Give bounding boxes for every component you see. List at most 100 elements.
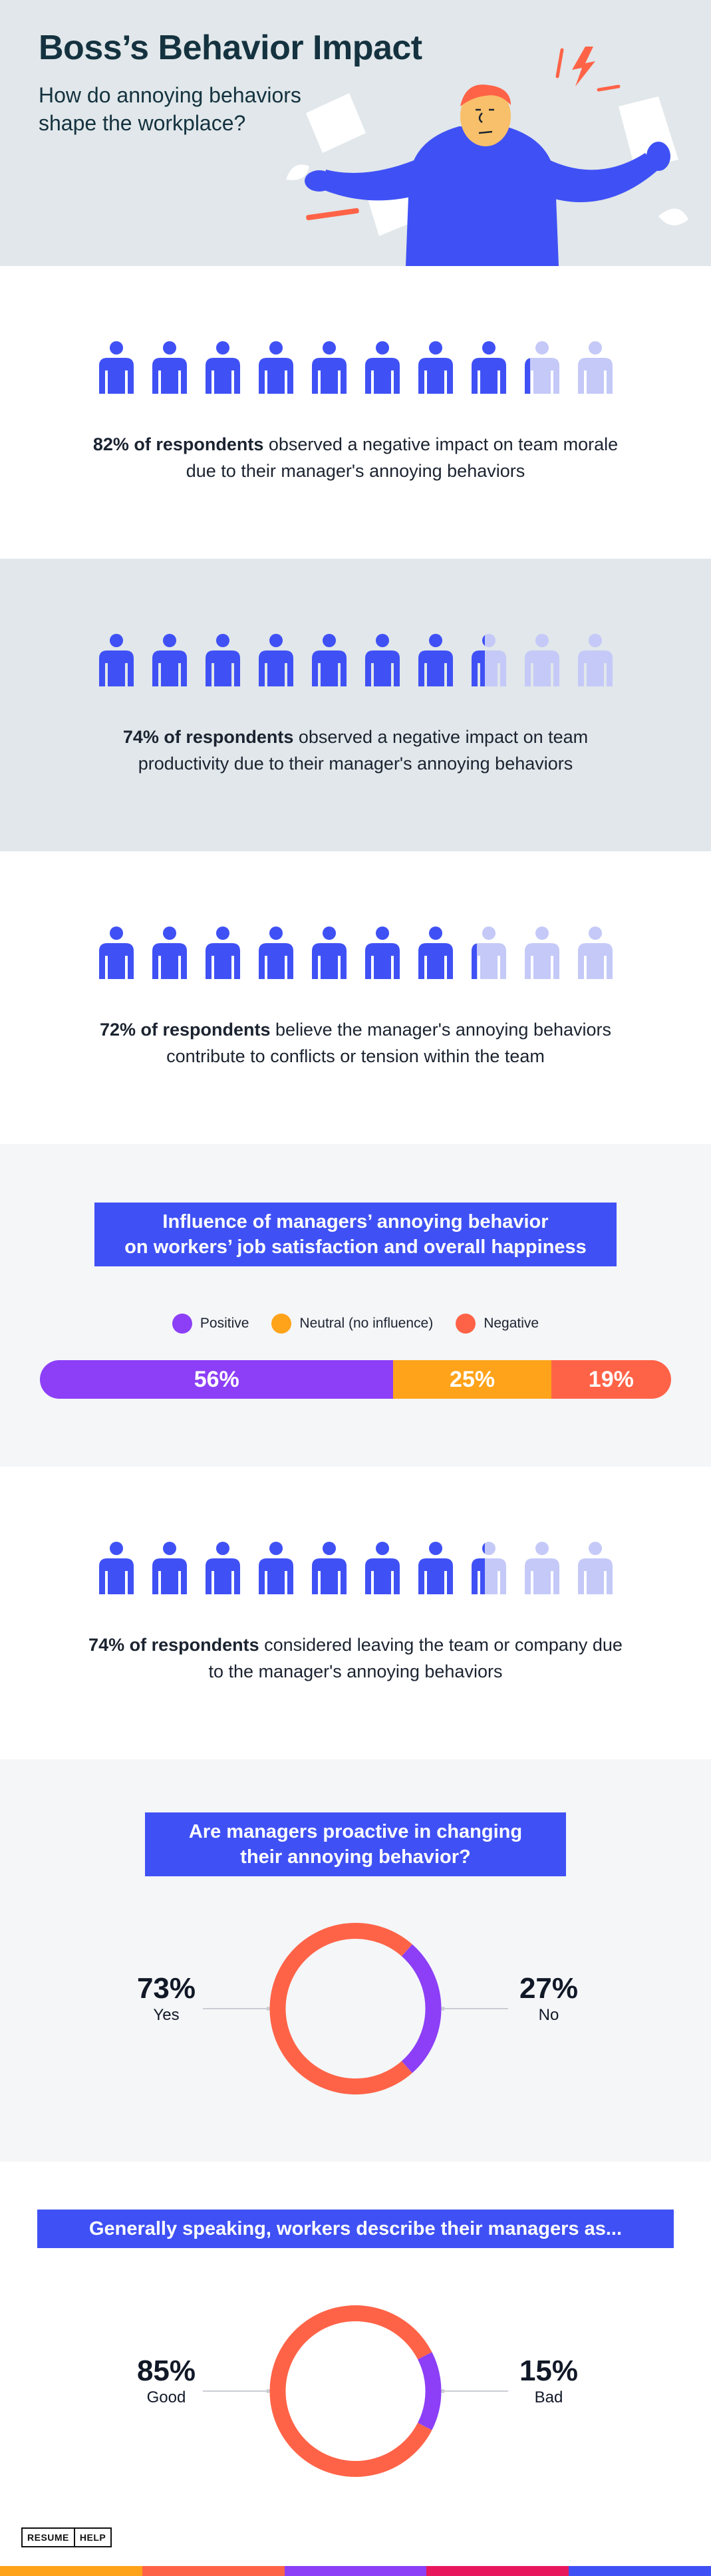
chart-title-line: Influence of managers’ annoying behavior [162, 1211, 549, 1232]
person-icon [418, 1542, 453, 1594]
person-icon [364, 634, 400, 686]
pencil-icon [306, 208, 359, 221]
leader-dot [441, 2389, 445, 2393]
header: Boss’s Behavior Impact How do annoying b… [0, 0, 711, 266]
page-subtitle: How do annoying behaviors shape the work… [39, 83, 301, 135]
leaf-icon [658, 208, 688, 225]
person-icon [98, 1542, 134, 1594]
chart-legend: Positive Neutral (no influence) Negative [0, 1314, 711, 1334]
leader-dot [266, 2389, 270, 2393]
person-icon [524, 634, 559, 686]
legend-label: Positive [200, 1316, 249, 1331]
chart-title-line: their annoying behavior? [240, 1846, 471, 1868]
stat-highlight: 74% of respondents [122, 727, 294, 747]
leader-dot [441, 2007, 445, 2011]
donut-percent: 73% [136, 1972, 196, 2005]
person-icon [205, 1542, 240, 1594]
person-icon [471, 341, 506, 394]
frustrated-boss-illustration [286, 47, 688, 266]
stat-highlight: 74% of respondents [88, 1635, 259, 1655]
person-icon [205, 341, 240, 394]
bar-label: 56% [194, 1366, 239, 1392]
person-icon [152, 1542, 187, 1594]
person-icon [471, 634, 506, 686]
legend-swatch [456, 1314, 476, 1334]
person-icon [98, 927, 134, 979]
person-icon [205, 927, 240, 979]
donut-category: Bad [534, 2388, 563, 2406]
stripe-segment [284, 2566, 428, 2576]
people-row [0, 633, 711, 686]
person-icon [524, 341, 559, 394]
stat-highlight: 82% of respondents [92, 434, 264, 454]
donut-label-bad: 15% Bad [502, 2355, 595, 2408]
chart-title-line: Are managers proactive in changing [188, 1821, 523, 1842]
people-row [0, 926, 711, 979]
chart-title: Are managers proactive in changing their… [145, 1812, 566, 1876]
chart-title: Generally speaking, workers describe the… [37, 2210, 674, 2248]
stat-section-morale: 82% of respondents observed a negative i… [0, 266, 711, 559]
person-icon [152, 634, 187, 686]
stat-description: observed a negative impact on team produ… [138, 727, 589, 774]
stacked-bar: 56% 25% 19% [40, 1360, 671, 1399]
person-icon [418, 341, 453, 394]
job-satisfaction-section [0, 1144, 711, 1467]
legend-label: Neutral (no influence) [299, 1316, 434, 1331]
stripe-segment [426, 2566, 570, 2576]
leaf-icon [286, 164, 309, 180]
stat-section-productivity: 74% of respondents observed a negative i… [0, 559, 711, 851]
face-icon [460, 86, 511, 146]
person-icon [258, 927, 293, 979]
resume-help-logo[interactable]: RESUME HELP [21, 2527, 112, 2547]
stat-text: 74% of respondents observed a negative i… [0, 724, 711, 777]
person-icon [577, 634, 613, 686]
legend-swatch [271, 1314, 292, 1334]
donut-label-no: 27% No [502, 1972, 595, 2025]
donut-slice-no [401, 1944, 442, 2073]
stat-text: 72% of respondents believe the manager's… [0, 1016, 711, 1070]
person-icon [205, 634, 240, 686]
donut-category: Yes [153, 2006, 180, 2024]
stat-section-conflicts: 72% of respondents believe the manager's… [0, 851, 711, 1144]
person-icon [471, 927, 506, 979]
stripe-segment [142, 2566, 285, 2576]
person-icon [258, 341, 293, 394]
person-icon [577, 341, 613, 394]
person-icon [471, 1542, 506, 1594]
donut-slice-yes [269, 1923, 412, 2094]
person-icon [311, 634, 347, 686]
stat-description: believe the manager's annoying behaviors… [166, 1020, 612, 1066]
person-icon [577, 927, 613, 979]
person-icon [98, 634, 134, 686]
person-icon [152, 341, 187, 394]
people-row [0, 341, 711, 394]
donut-chart-proactive [203, 1923, 508, 2094]
stripe-segment [569, 2566, 711, 2576]
chart-title-line: Generally speaking, workers describe the… [88, 2218, 623, 2239]
bar-segment-positive: 56% [40, 1360, 394, 1399]
person-icon [311, 1542, 347, 1594]
person-icon [364, 927, 400, 979]
person-icon [98, 341, 134, 394]
stat-description: considered leaving the team or company d… [208, 1635, 623, 1681]
person-icon [364, 341, 400, 394]
person-icon [524, 927, 559, 979]
person-icon [258, 634, 293, 686]
donut-category: No [538, 2006, 559, 2024]
legend-item-neutral: Neutral (no influence) [271, 1314, 433, 1334]
person-icon [311, 341, 347, 394]
logo-text-right: HELP [73, 2529, 111, 2546]
person-icon [364, 1542, 400, 1594]
person-icon [418, 634, 453, 686]
person-icon [311, 927, 347, 979]
person-icon [577, 1542, 613, 1594]
logo-text-left: RESUME [27, 2532, 69, 2543]
person-icon [524, 1542, 559, 1594]
chart-title: Influence of managers’ annoying behavior… [94, 1203, 617, 1266]
stat-section-leaving: 74% of respondents considered leaving th… [0, 1467, 711, 1759]
page-title: Boss’s Behavior Impact [39, 29, 422, 67]
legend-item-positive: Positive [172, 1314, 249, 1334]
bar-segment-negative: 19% [551, 1360, 671, 1399]
donut-label-good: 85% Good [120, 2355, 213, 2408]
chart-title-line: on workers’ job satisfaction and overall… [124, 1236, 587, 1258]
